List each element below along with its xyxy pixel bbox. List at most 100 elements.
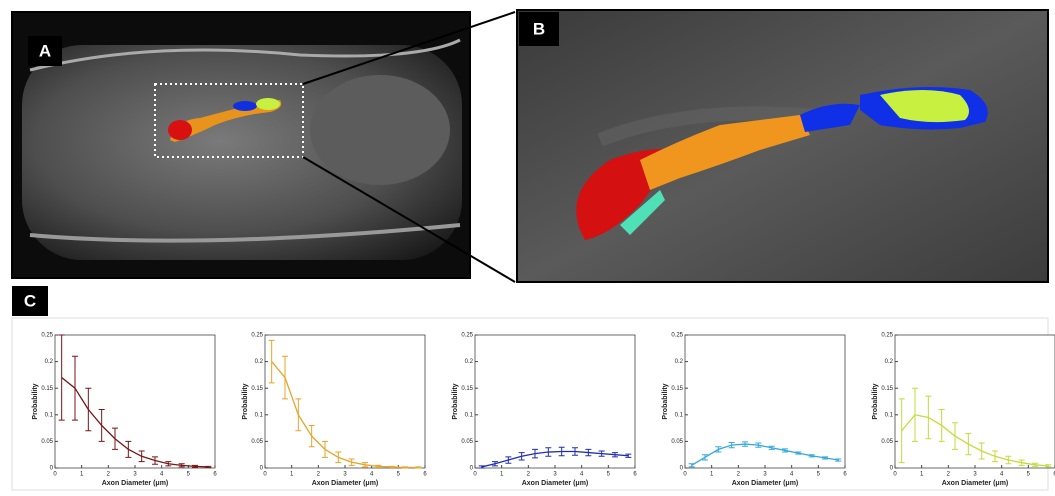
y-tick-label: 0.05 (671, 439, 683, 445)
y-tick-label: 0.25 (251, 333, 263, 339)
plot-frame (684, 334, 846, 469)
x-tick-label: 3 (973, 472, 977, 478)
x-tick-label: 2 (947, 472, 951, 478)
y-tick-label: 0.2 (885, 359, 894, 365)
error-bar (965, 432, 972, 456)
error-bar (912, 387, 918, 442)
y-tick-label: 0 (470, 466, 474, 472)
error-bar (768, 445, 775, 450)
x-tick-label: 3 (553, 472, 557, 478)
y-axis-label: Probability (32, 383, 39, 419)
error-bar (492, 461, 498, 467)
error-bar (518, 452, 525, 461)
y-tick-label: 0.05 (251, 439, 263, 445)
x-axis-label: Axon Diameter (μm) (732, 480, 799, 487)
x-tick-label: 4 (790, 472, 794, 478)
error-bar (85, 387, 92, 432)
x-tick-label: 0 (53, 472, 57, 478)
error-bar (125, 440, 132, 458)
error-bar (992, 450, 998, 463)
error-bar (192, 464, 198, 468)
x-tick-label: 2 (527, 472, 531, 478)
error-bar (402, 466, 408, 469)
y-tick-label: 0.15 (671, 386, 683, 392)
error-bar (598, 450, 605, 457)
error-bar (388, 465, 395, 468)
y-tick-label: 0 (50, 466, 54, 472)
plot-frame (894, 334, 1055, 469)
panel-label: C (24, 291, 36, 310)
x-tick-label: 0 (263, 472, 267, 478)
x-tick-label: 6 (213, 472, 217, 478)
x-tick-label: 3 (763, 472, 767, 478)
x-tick-label: 4 (370, 472, 374, 478)
error-bar (58, 334, 65, 421)
y-tick-label: 0.25 (881, 333, 893, 339)
x-tick-label: 5 (607, 472, 611, 478)
x-tick-label: 5 (397, 472, 401, 478)
error-bar (205, 465, 212, 468)
x-axis-label: Axon Diameter (μm) (942, 480, 1009, 487)
y-tick-label: 0.1 (675, 412, 684, 418)
y-tick-label: 0.1 (45, 412, 54, 418)
y-tick-label: 0 (890, 466, 894, 472)
y-tick-label: 0 (260, 466, 264, 472)
error-bar (138, 450, 145, 463)
error-bar (1032, 462, 1038, 467)
series-line (481, 450, 629, 468)
error-bar (532, 448, 538, 459)
y-tick-label: 0.25 (671, 333, 683, 339)
y-tick-label: 0.2 (45, 359, 54, 365)
x-tick-label: 1 (710, 472, 714, 478)
x-tick-label: 4 (580, 472, 584, 478)
x-tick-label: 0 (473, 472, 477, 478)
x-tick-label: 2 (737, 472, 741, 478)
error-bar (612, 452, 618, 458)
x-tick-label: 5 (1027, 472, 1031, 478)
error-bar (822, 456, 828, 460)
y-axis-label: Probability (242, 383, 249, 419)
error-bar (715, 446, 722, 453)
error-bar (72, 355, 78, 421)
plot-frame (474, 334, 636, 469)
x-tick-label: 1 (500, 472, 504, 478)
error-bar (952, 422, 958, 450)
x-tick-label: 5 (187, 472, 191, 478)
x-tick-label: 3 (133, 472, 137, 478)
error-bar (322, 440, 328, 458)
error-bar (742, 441, 748, 447)
y-axis-label: Probability (452, 383, 459, 419)
y-axis-label: Probability (872, 383, 879, 419)
y-tick-label: 0.05 (461, 439, 473, 445)
error-bar (295, 398, 302, 432)
x-tick-label: 2 (317, 472, 321, 478)
error-bar (688, 463, 695, 468)
error-bar (558, 446, 565, 457)
error-bar (1045, 464, 1052, 468)
error-bar (282, 355, 288, 400)
x-tick-label: 4 (1000, 472, 1004, 478)
x-tick-label: 6 (423, 472, 427, 478)
y-tick-label: 0.15 (251, 386, 263, 392)
error-bar (505, 456, 512, 464)
panel-label-box (12, 286, 48, 316)
x-axis-label: Axon Diameter (μm) (312, 480, 379, 487)
panel-label: A (39, 41, 51, 60)
error-bar (585, 448, 592, 457)
y-tick-label: 0.1 (465, 412, 474, 418)
panel-b: B (516, 9, 1049, 283)
error-bar (308, 424, 315, 448)
error-bar (625, 453, 632, 458)
error-bar (1005, 455, 1012, 465)
panel-a: A (11, 11, 516, 283)
x-tick-label: 3 (343, 472, 347, 478)
error-bar (98, 408, 105, 442)
x-tick-label: 6 (1053, 472, 1055, 478)
series-line (61, 377, 209, 468)
x-tick-label: 2 (107, 472, 111, 478)
error-bar (572, 447, 578, 456)
error-bar (925, 395, 932, 440)
error-bar (375, 464, 382, 468)
series-line (691, 443, 839, 466)
